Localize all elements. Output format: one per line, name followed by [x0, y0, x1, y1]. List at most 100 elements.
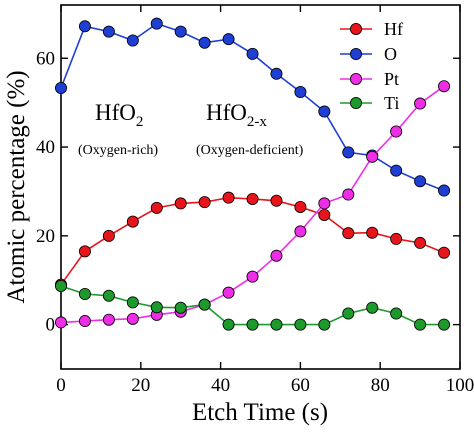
data-point-ti [222, 318, 235, 331]
legend-label-o: O [384, 44, 397, 64]
data-point-ti [126, 296, 139, 309]
data-point-pt [390, 125, 403, 138]
annotation-hfo2-label: HfO2 [95, 100, 143, 130]
annotation-hfo2x-label: HfO2-x [206, 100, 267, 130]
legend-label-hf: Hf [384, 19, 403, 39]
data-point-o [174, 25, 187, 38]
data-point-pt [55, 316, 68, 329]
data-point-pt [126, 312, 139, 325]
data-point-ti [198, 298, 211, 311]
data-point-hf [318, 208, 331, 221]
y-axis-title: Atomic percentage (%) [3, 70, 30, 303]
legend: Hf O Pt Ti [340, 19, 403, 113]
data-point-o [246, 47, 259, 60]
data-point-o [414, 175, 427, 188]
data-point-hf [222, 191, 235, 204]
x-tick-label: 40 [211, 375, 230, 396]
data-point-pt [414, 97, 427, 110]
data-point-hf [150, 201, 163, 214]
annotation-hfo2-subscript: 2 [136, 114, 144, 130]
data-point-o [78, 20, 91, 33]
y-tick-label: 20 [36, 226, 55, 247]
data-point-ti [414, 318, 427, 331]
data-point-pt [222, 286, 235, 299]
data-point-o [390, 164, 403, 177]
data-point-o [294, 86, 307, 99]
data-point-hf [126, 215, 139, 228]
data-point-hf [414, 236, 427, 249]
data-point-ti [318, 318, 331, 331]
data-point-o [150, 17, 163, 30]
data-point-ti [55, 279, 68, 292]
data-point-pt [318, 197, 331, 210]
legend-marker-o [349, 48, 362, 61]
x-axis-title: Etch Time (s) [192, 399, 328, 426]
series-ti [55, 279, 451, 331]
data-point-ti [150, 301, 163, 314]
data-point-pt [102, 313, 115, 326]
data-point-ti [102, 289, 115, 302]
data-point-hf [246, 192, 259, 205]
legend-marker-pt [349, 73, 362, 86]
data-point-hf [390, 232, 403, 245]
annotation-hfo2x-subscript: 2-x [247, 114, 267, 130]
annotation-oxygen-rich: (Oxygen-rich) [78, 143, 158, 158]
data-point-pt [246, 270, 259, 283]
data-point-hf [366, 226, 379, 239]
data-point-ti [342, 307, 355, 320]
data-point-o [438, 184, 451, 197]
data-point-o [126, 34, 139, 47]
y-tick-label: 40 [36, 137, 55, 158]
data-point-pt [78, 315, 91, 328]
data-point-hf [198, 196, 211, 209]
data-point-o [55, 82, 68, 95]
data-point-ti [390, 307, 403, 320]
data-point-o [342, 146, 355, 159]
data-point-pt [270, 249, 283, 262]
x-tick-label: 60 [291, 375, 310, 396]
y-tick-label: 0 [46, 315, 56, 336]
x-tick-label: 20 [131, 375, 150, 396]
data-point-hf [102, 229, 115, 242]
axis-ticks: 0 20 40 60 80 100 0 20 40 60 [36, 5, 474, 396]
data-point-ti [270, 318, 283, 331]
series-o [55, 17, 451, 197]
data-point-hf [438, 246, 451, 259]
legend-label-pt: Pt [384, 69, 399, 89]
x-tick-label: 0 [56, 375, 66, 396]
x-tick-label: 80 [371, 375, 390, 396]
series-pt [55, 80, 451, 329]
data-point-ti [246, 318, 259, 331]
data-point-o [270, 67, 283, 80]
data-point-hf [78, 245, 91, 258]
annotation-oxygen-deficient: (Oxygen-deficient) [196, 143, 304, 158]
data-point-hf [174, 197, 187, 210]
data-point-ti [438, 318, 451, 331]
series-layer [55, 17, 451, 331]
data-point-pt [294, 225, 307, 238]
data-point-ti [366, 301, 379, 314]
y-tick-label: 60 [36, 48, 55, 69]
legend-marker-ti [349, 97, 362, 110]
data-point-hf [294, 200, 307, 213]
data-point-o [102, 25, 115, 38]
data-point-o [318, 105, 331, 118]
region-annotation-oxygen-rich: HfO2 (Oxygen-rich) [78, 100, 158, 158]
data-point-hf [270, 194, 283, 207]
plot-frame [60, 4, 461, 370]
data-point-o [198, 36, 211, 49]
data-point-o [222, 33, 235, 46]
data-point-hf [342, 227, 355, 240]
data-point-pt [438, 80, 451, 93]
data-point-pt [342, 188, 355, 201]
legend-marker-hf [349, 22, 362, 35]
data-point-ti [174, 301, 187, 314]
data-point-ti [78, 287, 91, 300]
data-point-ti [294, 318, 307, 331]
x-tick-label: 100 [446, 375, 474, 396]
data-point-pt [366, 150, 379, 163]
region-annotation-oxygen-deficient: HfO2-x (Oxygen-deficient) [196, 100, 304, 158]
legend-label-ti: Ti [384, 93, 399, 113]
